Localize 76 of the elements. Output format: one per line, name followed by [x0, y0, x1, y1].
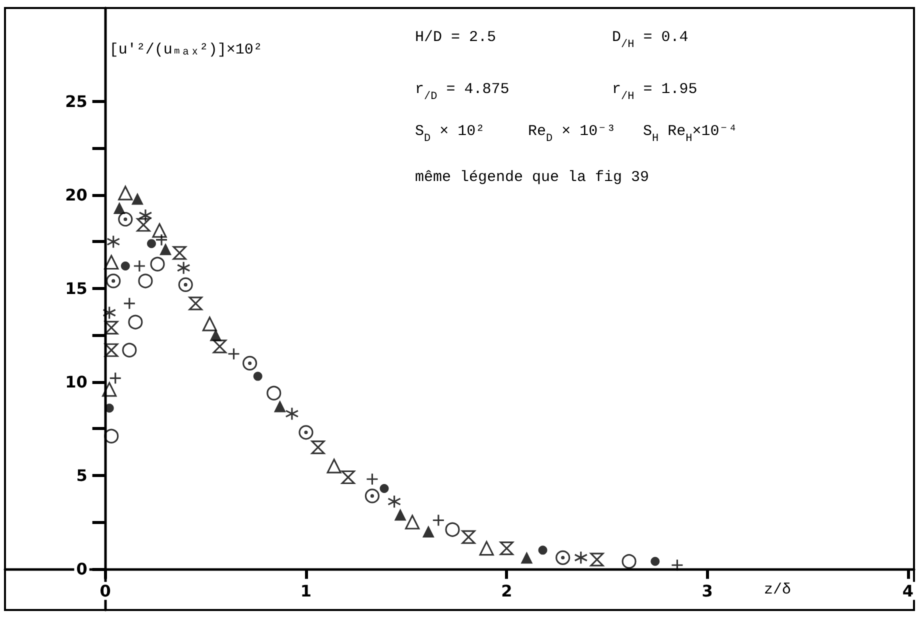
x-tick-label: 4: [902, 581, 914, 600]
point: [178, 277, 193, 292]
point: [104, 320, 118, 334]
point: [212, 340, 227, 354]
point: [104, 428, 119, 444]
x-tick-label: 0: [100, 581, 111, 600]
point: [520, 552, 533, 564]
point: [118, 186, 133, 200]
x-axis-title: z/δ: [764, 581, 792, 598]
point: [118, 212, 133, 227]
point: [106, 274, 121, 288]
point: [311, 440, 325, 454]
y-tick-label: 15: [65, 278, 88, 298]
y-tick-label: 10: [65, 372, 88, 392]
point: [152, 223, 167, 238]
point: [341, 470, 355, 484]
point: [500, 542, 514, 556]
point: [131, 192, 144, 205]
point: [104, 343, 118, 357]
point: [462, 530, 476, 544]
point: [266, 386, 282, 400]
point: [146, 239, 156, 248]
point: [122, 342, 137, 358]
point: [479, 541, 494, 556]
point: [253, 372, 262, 381]
point: [445, 522, 460, 537]
point: [274, 400, 286, 412]
x-tick-label: 1: [300, 581, 312, 600]
point: [326, 458, 342, 474]
y-tick-label: 0: [76, 559, 88, 578]
point: [160, 243, 172, 256]
point: [380, 484, 389, 493]
point: [155, 234, 168, 246]
point: [150, 256, 165, 272]
point: [394, 508, 406, 521]
point: [574, 550, 588, 564]
point: [227, 348, 240, 360]
point: [670, 558, 684, 572]
point: [138, 274, 153, 288]
point: [422, 525, 434, 538]
x-tick-label: 2: [501, 581, 512, 600]
point: [109, 372, 122, 384]
point: [538, 546, 548, 555]
point: [113, 202, 126, 214]
point: [364, 488, 380, 504]
y-tick-label: 5: [76, 466, 88, 485]
point: [133, 260, 146, 272]
x-tick-label: 3: [702, 581, 713, 600]
point: [188, 296, 202, 310]
point: [366, 472, 379, 486]
y-axis-title: [u'²/(uₘₐₓ²)]×10²: [109, 42, 262, 58]
point: [106, 234, 120, 248]
point: [120, 262, 130, 270]
point: [298, 425, 314, 440]
point: [387, 494, 402, 508]
y-tick-label: 20: [65, 185, 88, 204]
point: [556, 550, 570, 565]
point: [242, 356, 258, 371]
point: [622, 554, 636, 569]
point: [136, 218, 150, 232]
point: [172, 246, 186, 260]
annotation: même légende que la fig 39: [415, 169, 650, 186]
point: [128, 314, 143, 330]
point: [176, 261, 190, 275]
point: [650, 556, 660, 566]
point: [405, 514, 420, 530]
annotation: H/D = 2.5: [415, 29, 496, 46]
point: [202, 316, 217, 332]
point: [123, 297, 136, 310]
point: [102, 382, 117, 397]
y-tick-label: 25: [65, 92, 88, 111]
point: [432, 514, 445, 527]
point: [138, 208, 152, 222]
point: [590, 552, 604, 566]
point: [104, 254, 119, 270]
point: [285, 406, 299, 420]
